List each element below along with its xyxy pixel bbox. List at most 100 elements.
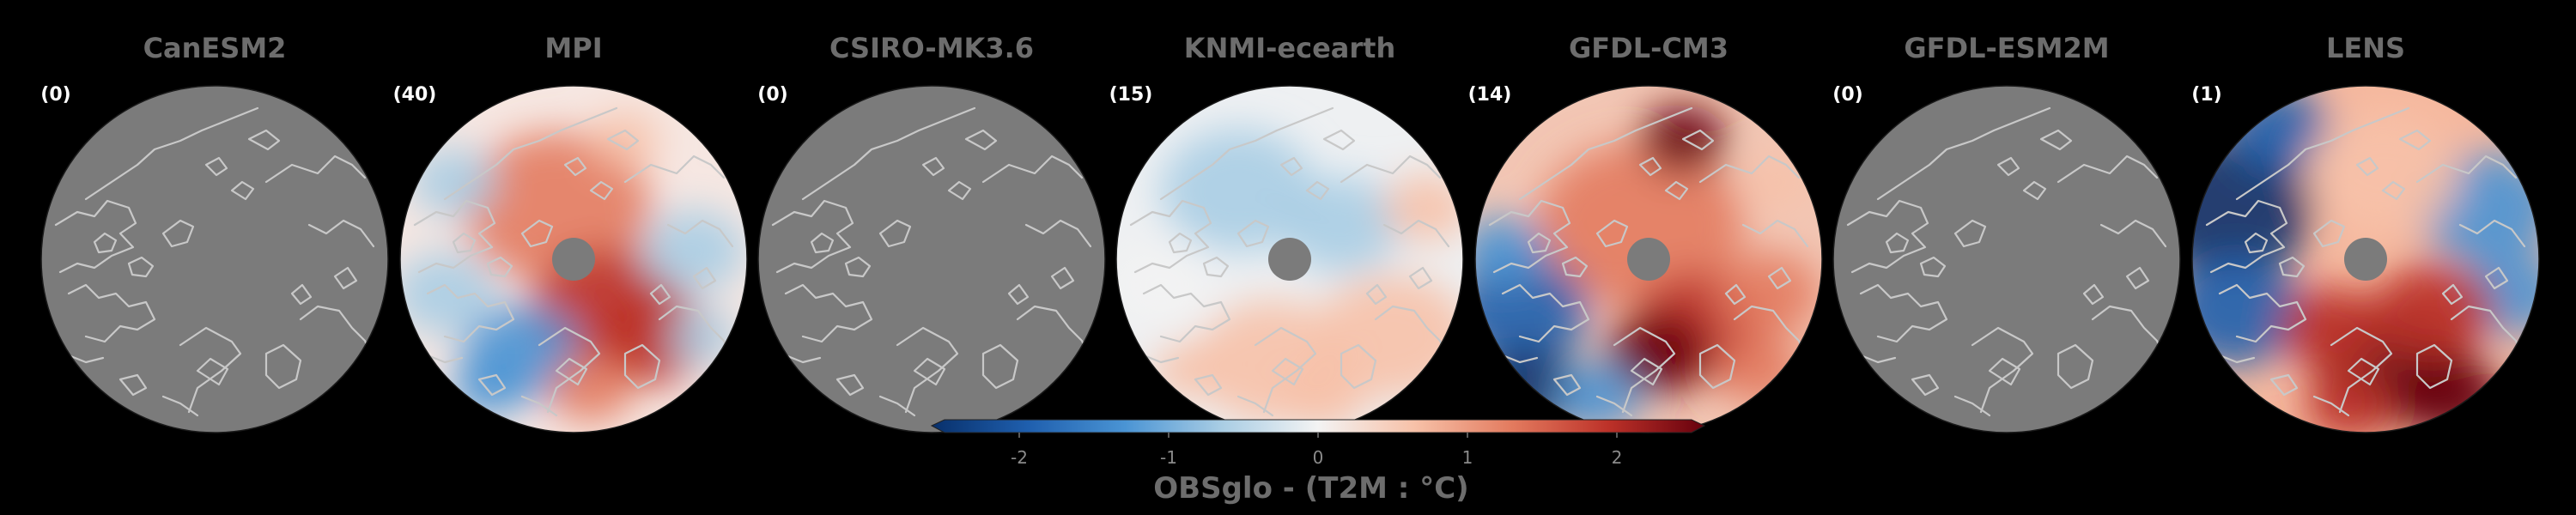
coastline	[692, 266, 717, 290]
coastline	[1007, 283, 1030, 306]
coastline	[1050, 266, 1075, 290]
map-disc	[1833, 86, 2180, 433]
coastline	[2415, 154, 2518, 184]
coastline	[2022, 180, 2047, 201]
coastline	[1664, 180, 1689, 201]
coastline	[2057, 343, 2094, 390]
coastline	[913, 357, 946, 386]
coastline	[1996, 156, 2020, 177]
coastline	[1561, 256, 1589, 278]
map-panel-csiro: CSIRO-MK3.6 (0)	[757, 32, 1106, 433]
colorbar-tick-label: 1	[1462, 447, 1473, 468]
coastline	[264, 343, 302, 390]
field-blob	[591, 288, 711, 385]
coastline	[520, 395, 558, 417]
coastline	[1527, 232, 1552, 254]
pole-hole	[1268, 238, 1311, 281]
coastline	[921, 156, 945, 177]
panel-count: (0)	[757, 84, 787, 106]
map-disc	[758, 86, 1105, 433]
coastline	[555, 357, 588, 386]
coastline	[230, 180, 255, 201]
coastline	[1595, 395, 1633, 417]
coastline	[1340, 154, 1442, 184]
coastline	[1236, 395, 1274, 417]
coastline	[2347, 357, 2380, 386]
colorbar-title: OBSglo - (T2M : °C)	[1153, 471, 1468, 506]
map-panel-gfdlesm2m: GFDL-ESM2M (0)	[1832, 32, 2181, 433]
panel-count: (40)	[393, 84, 437, 106]
coastline	[84, 106, 259, 201]
field-blob	[453, 360, 522, 415]
coastline	[1202, 256, 1230, 278]
coastline	[264, 154, 367, 184]
panel-title: CSIRO-MK3.6	[829, 32, 1034, 64]
coastline	[2484, 266, 2509, 290]
coastline	[1681, 129, 1715, 151]
panel-title: KNMI-ecearth	[1184, 32, 1395, 64]
field-blob	[1152, 343, 1221, 398]
coastline	[896, 326, 959, 414]
coastline	[1846, 199, 1929, 274]
coastline	[1885, 232, 1910, 254]
map-panel-canesm2: CanESM2 (0)	[40, 32, 389, 433]
map-outline	[40, 85, 389, 433]
panel-count: (0)	[1832, 84, 1862, 106]
coastline	[1518, 106, 1693, 201]
map-panel-knmi: KNMI-ecearth (15)	[1109, 32, 1464, 433]
pole-hole	[2344, 238, 2387, 281]
coastline	[54, 199, 137, 274]
coastline	[1236, 219, 1270, 248]
coastline	[2312, 219, 2346, 248]
colorbar-ticks: -2 -1 0 1 2	[1011, 433, 1622, 468]
coastline	[563, 156, 587, 177]
coastline	[161, 219, 195, 248]
coastline	[426, 283, 515, 343]
coastline	[1953, 219, 1987, 248]
field-blob	[2192, 139, 2314, 276]
field-blob	[410, 148, 496, 216]
coastlines	[2205, 106, 2526, 417]
field-blob	[462, 132, 651, 283]
map-panel-gfdlcm3: GFDL-CM3 (14)	[1468, 32, 1823, 433]
coastline	[2057, 154, 2159, 184]
colorbar-tick-label: -1	[1160, 447, 1177, 468]
coastline	[196, 357, 229, 386]
coastline	[1279, 156, 1303, 177]
map-outline	[1832, 85, 2181, 433]
coastline	[2218, 283, 2307, 343]
coastline	[413, 199, 496, 274]
map-outline	[399, 85, 748, 433]
coastline	[771, 199, 854, 274]
coastline	[443, 106, 618, 201]
field-blob	[2306, 371, 2391, 433]
colorbar-tick-label: -2	[1011, 447, 1028, 468]
coastline	[1741, 219, 1809, 248]
field-blob	[642, 209, 745, 292]
coastline	[606, 129, 640, 151]
field-blob	[1475, 216, 1546, 285]
coastline	[1382, 219, 1450, 248]
coastline	[1340, 343, 1377, 390]
field-blob	[668, 309, 737, 364]
coastline	[538, 326, 601, 414]
coastline	[486, 256, 513, 278]
coastline	[477, 373, 507, 397]
coastline	[623, 343, 661, 390]
coastline	[1129, 199, 1212, 274]
map-panel-mpi: MPI (40)	[393, 32, 748, 433]
coastline	[2355, 156, 2379, 177]
coastline	[1919, 256, 1947, 278]
coastline	[118, 373, 148, 397]
coastline	[1322, 129, 1356, 151]
coastline	[67, 283, 156, 343]
panel-count: (0)	[40, 84, 70, 106]
coastline	[1365, 283, 1388, 306]
coastline	[878, 395, 916, 417]
field-blob	[1537, 142, 1743, 307]
coastline	[1142, 283, 1231, 343]
coastline	[1876, 106, 2051, 201]
coastline	[784, 283, 873, 343]
coastline	[1501, 283, 1590, 343]
colorbar-bar	[930, 419, 1706, 433]
